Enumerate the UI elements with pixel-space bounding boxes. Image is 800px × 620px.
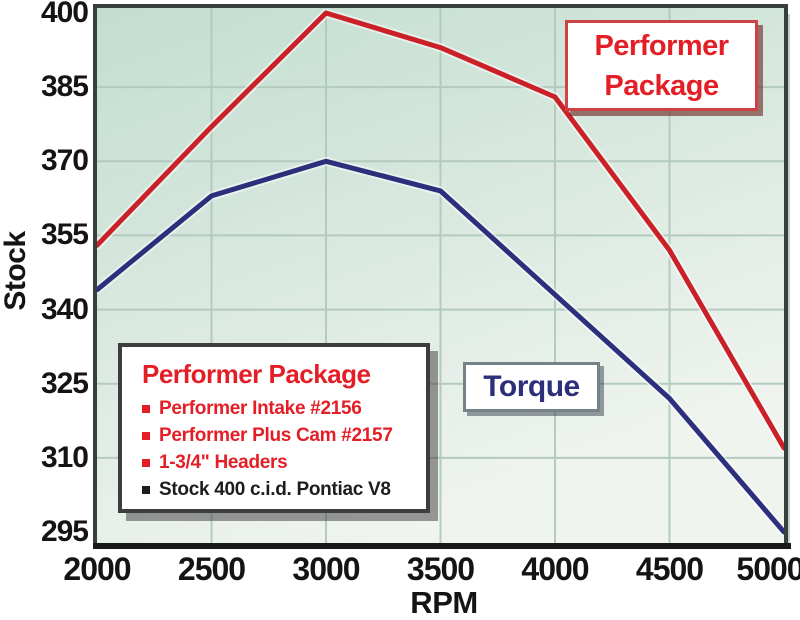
legend-item-4: Stock 400 c.i.d. Pontiac V8 (142, 476, 418, 503)
legend-item-label: 1-3/4" Headers (159, 452, 288, 473)
legend-bullet-icon (142, 404, 150, 413)
x-axis-label: RPM (410, 585, 478, 620)
x-tick-label-2500: 2500 (177, 551, 246, 587)
y-tick-label-400: 400 (40, 0, 89, 29)
legend-bullet-icon (142, 431, 150, 440)
torque-callout: Torque (463, 362, 600, 412)
legend-box: Performer Package Performer Intake #2156… (118, 343, 430, 513)
legend-title: Performer Package (142, 359, 371, 389)
y-tick-label-295: 295 (40, 515, 89, 548)
x-tick-label-2000: 2000 (63, 551, 131, 587)
y-tick-label-310: 310 (40, 440, 89, 474)
legend-item-3: 1-3/4" Headers (142, 449, 418, 476)
legend-items: Performer Intake #2156 Performer Plus Cam… (142, 395, 418, 503)
y-axis-label: Stock (0, 231, 32, 311)
x-tick-label-3000: 3000 (292, 551, 360, 587)
legend-item-label: Stock 400 c.i.d. Pontiac V8 (159, 479, 391, 500)
legend-item-1: Performer Intake #2156 (142, 395, 418, 422)
series-line-torque (94, 158, 787, 535)
y-tick-label-355: 355 (40, 218, 89, 252)
performer-callout-line-1: Performer (594, 30, 729, 62)
x-tick-label-4500: 4500 (635, 551, 704, 587)
legend-item-label: Performer Plus Cam #2157 (159, 425, 393, 446)
torque-callout-label: Torque (483, 370, 580, 403)
legend-item-2: Performer Plus Cam #2157 (142, 422, 418, 449)
legend-bullet-icon (142, 485, 150, 494)
y-tick-label-385: 385 (40, 70, 89, 104)
x-tick-label-5000: 5000 (736, 551, 800, 587)
y-tick-label-340: 340 (40, 292, 89, 326)
x-tick-label-3500: 3500 (406, 551, 475, 587)
legend-bullet-icon (142, 458, 150, 467)
performer-package-callout: Performer Package (565, 20, 758, 111)
y-tick-label-370: 370 (40, 144, 89, 178)
x-tick-label-4000: 4000 (521, 551, 589, 587)
series-line-performer-package (94, 10, 787, 451)
performer-callout-line-2: Package (604, 70, 719, 102)
y-tick-label-325: 325 (40, 366, 89, 400)
legend-item-label: Performer Intake #2156 (159, 398, 362, 419)
